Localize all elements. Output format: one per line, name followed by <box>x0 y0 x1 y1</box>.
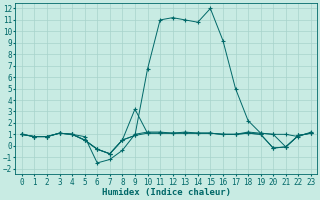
X-axis label: Humidex (Indice chaleur): Humidex (Indice chaleur) <box>102 188 231 197</box>
